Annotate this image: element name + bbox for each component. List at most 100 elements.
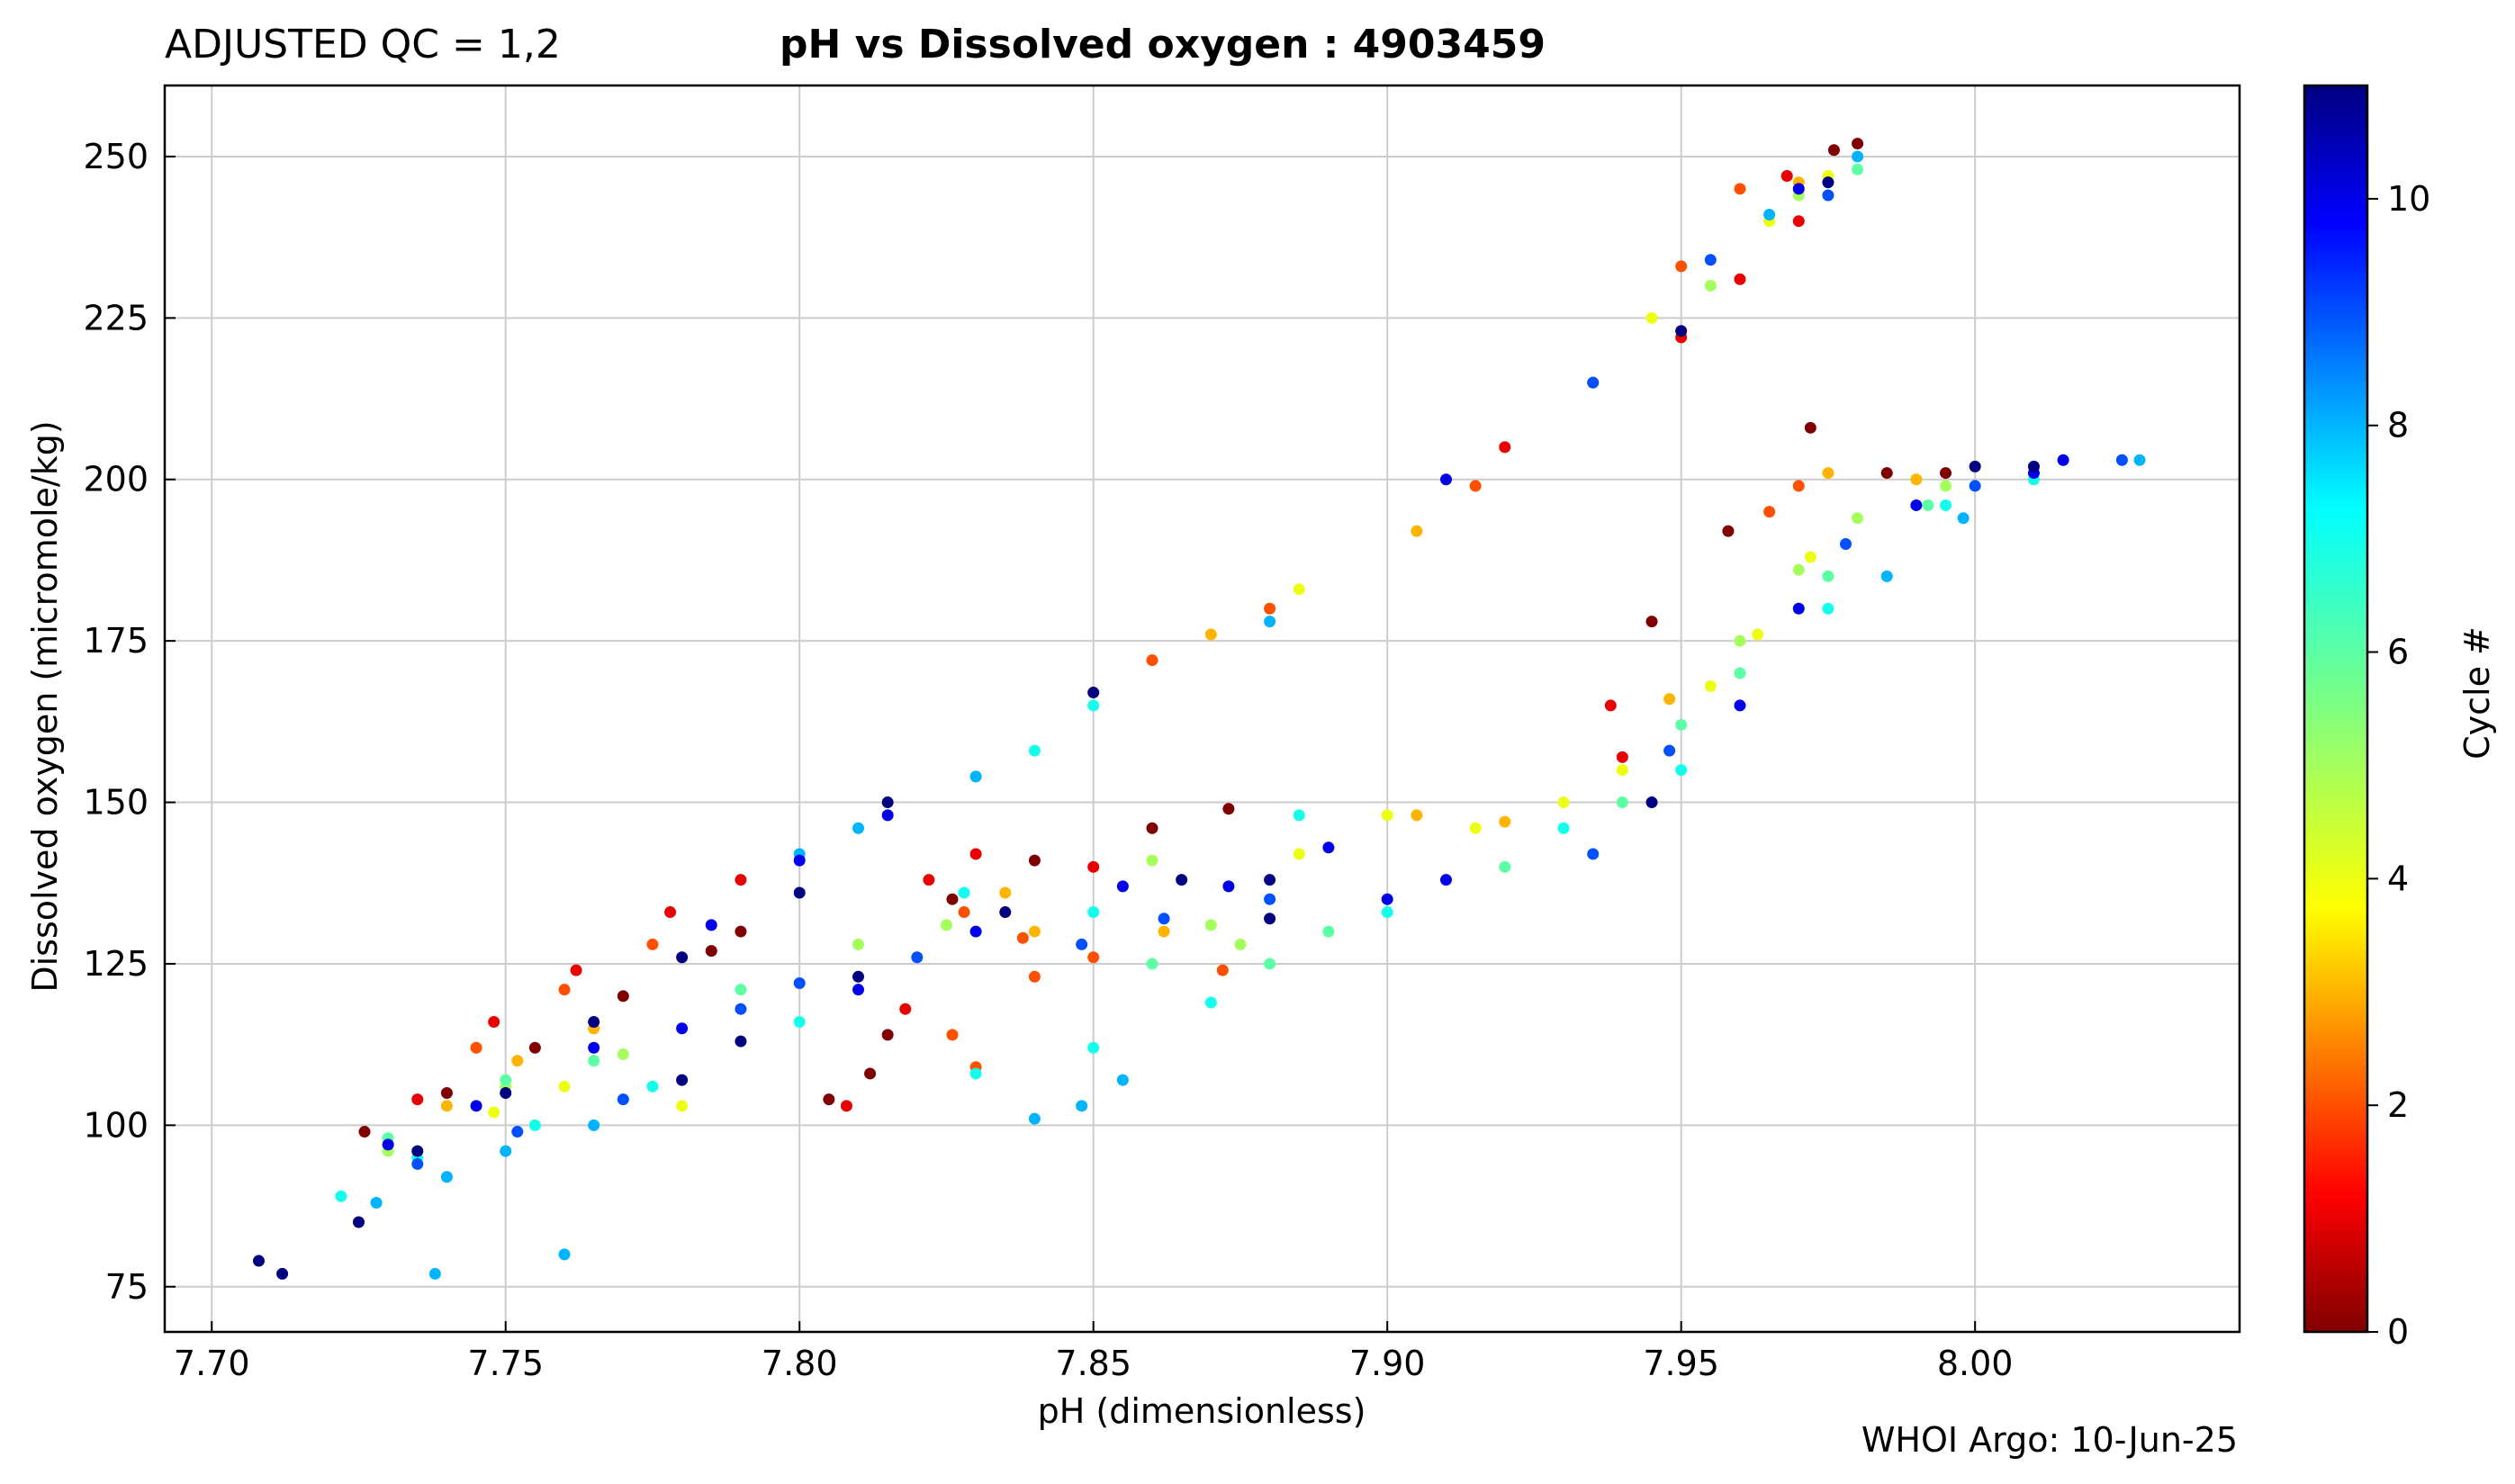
x-tick-label: 7.85	[1055, 1344, 1131, 1383]
y-tick-label: 175	[83, 621, 149, 661]
data-point	[588, 1055, 600, 1067]
data-point	[735, 984, 747, 996]
data-point	[1734, 667, 1746, 679]
x-axis-label: pH (dimensionless)	[1037, 1391, 1366, 1431]
y-tick-label: 250	[83, 137, 149, 176]
data-point	[1616, 751, 1628, 763]
data-point	[1016, 931, 1029, 944]
data-point	[2115, 454, 2128, 466]
data-point	[1675, 718, 1688, 731]
data-point	[1439, 874, 1452, 886]
data-point	[588, 1041, 600, 1054]
data-point	[411, 1145, 424, 1157]
data-point	[1840, 538, 1852, 551]
data-point	[823, 1093, 835, 1106]
data-point	[852, 938, 865, 950]
data-point	[864, 1067, 877, 1080]
data-point	[1087, 906, 1100, 919]
data-point	[1616, 764, 1628, 777]
data-point	[370, 1196, 383, 1209]
data-point	[1381, 809, 1393, 822]
colorbar-tick-label: 8	[2387, 406, 2409, 445]
data-point	[1792, 480, 1805, 492]
data-point	[570, 964, 582, 976]
data-point	[470, 1041, 482, 1054]
data-point	[646, 938, 659, 950]
data-point	[1852, 150, 1864, 163]
data-point	[588, 1016, 600, 1029]
data-point	[958, 906, 970, 919]
data-point	[1852, 163, 1864, 175]
data-point	[1439, 473, 1452, 486]
data-point	[1792, 602, 1805, 615]
colorbar-tick-label: 2	[2387, 1085, 2409, 1125]
data-point	[1822, 467, 1834, 480]
data-points	[252, 138, 2146, 1280]
data-point	[1499, 815, 1511, 828]
data-point	[705, 919, 717, 931]
data-point	[969, 770, 982, 783]
data-point	[1940, 480, 1952, 492]
data-point	[1675, 764, 1688, 777]
data-point	[1204, 628, 1217, 641]
data-point	[528, 1041, 541, 1054]
x-axis-ticks: 7.70 7.75 7.80 7.85 7.90 7.95 8.00	[174, 1321, 2014, 1383]
x-tick-label: 7.70	[174, 1344, 250, 1383]
data-point	[617, 990, 629, 1003]
data-point	[735, 874, 747, 886]
data-point	[1234, 938, 1247, 950]
data-point	[1557, 822, 1570, 834]
data-point	[1411, 809, 1423, 822]
data-point	[923, 874, 935, 886]
data-point	[1763, 506, 1776, 518]
data-point	[1411, 525, 1423, 537]
x-tick-label: 8.00	[1937, 1344, 2014, 1383]
x-tick-label: 7.80	[762, 1344, 838, 1383]
data-point	[946, 893, 959, 905]
data-point	[1663, 693, 1676, 706]
data-point	[500, 1074, 512, 1086]
data-point	[335, 1190, 347, 1202]
data-point	[617, 1048, 629, 1060]
data-point	[558, 1248, 571, 1261]
colorbar-tick-label: 6	[2387, 633, 2409, 672]
data-point	[1822, 602, 1834, 615]
data-point	[1087, 951, 1100, 964]
data-point	[1146, 822, 1158, 834]
data-point	[1028, 925, 1041, 938]
colorbar-tick-label: 0	[2387, 1312, 2409, 1352]
data-point	[1322, 841, 1335, 854]
data-point	[1722, 525, 1735, 537]
x-tick-label: 7.95	[1643, 1344, 1719, 1383]
data-point	[1940, 467, 1952, 480]
data-point	[840, 1100, 852, 1112]
data-point	[1087, 860, 1100, 873]
data-point	[252, 1255, 265, 1267]
data-point	[881, 1029, 894, 1041]
data-point	[1792, 563, 1805, 576]
data-point	[1587, 848, 1600, 860]
data-point	[1028, 1112, 1041, 1125]
data-point	[676, 1022, 689, 1035]
data-point	[1604, 699, 1617, 712]
data-point	[852, 984, 865, 996]
data-point	[1028, 744, 1041, 757]
y-tick-label: 150	[83, 783, 149, 823]
data-point	[2027, 460, 2040, 472]
data-point	[440, 1171, 453, 1183]
data-point	[1087, 687, 1100, 699]
data-point	[1792, 215, 1805, 228]
data-point	[2057, 454, 2069, 466]
data-point	[511, 1126, 524, 1138]
data-point	[793, 976, 806, 989]
y-tick-label: 100	[83, 1105, 149, 1145]
y-axis-label: Dissolved oxygen (micromole/kg)	[25, 420, 65, 993]
data-point	[488, 1016, 500, 1029]
x-tick-label: 7.75	[467, 1344, 544, 1383]
data-point	[500, 1145, 512, 1157]
grid-lines	[165, 85, 2240, 1332]
data-point	[1780, 169, 1793, 182]
data-point	[899, 1003, 912, 1015]
data-point	[1804, 421, 1816, 434]
